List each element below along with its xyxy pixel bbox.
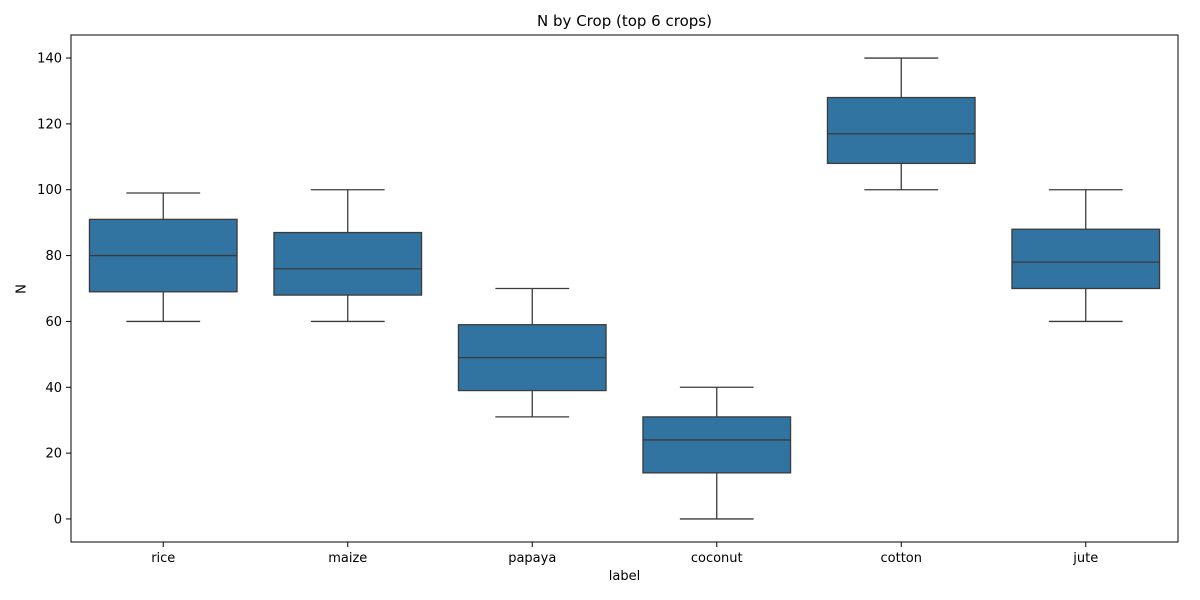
box-jute	[1011, 228, 1161, 290]
x-axis-label: label	[608, 569, 641, 584]
y-tick-label: 40	[45, 381, 62, 396]
x-tick-label: rice	[151, 551, 175, 566]
y-tick-label: 100	[37, 183, 62, 198]
x-tick-label: cotton	[881, 551, 923, 566]
y-tick-label: 60	[45, 315, 62, 330]
y-tick-label: 140	[37, 52, 62, 67]
x-tick-label: jute	[1072, 551, 1098, 566]
y-tick-label: 20	[45, 447, 62, 462]
box-coconut	[642, 416, 792, 474]
chart-title: N by Crop (top 6 crops)	[537, 12, 712, 30]
y-tick-label: 0	[54, 512, 62, 527]
x-tick-label: coconut	[691, 551, 743, 566]
x-tick-label: papaya	[508, 551, 556, 566]
box-maize	[273, 231, 423, 296]
y-tick-label: 120	[37, 117, 62, 132]
x-tick-label: maize	[328, 551, 367, 566]
box-cotton	[826, 96, 976, 165]
plot-frame	[70, 34, 1179, 543]
y-tick-label: 80	[45, 249, 62, 264]
